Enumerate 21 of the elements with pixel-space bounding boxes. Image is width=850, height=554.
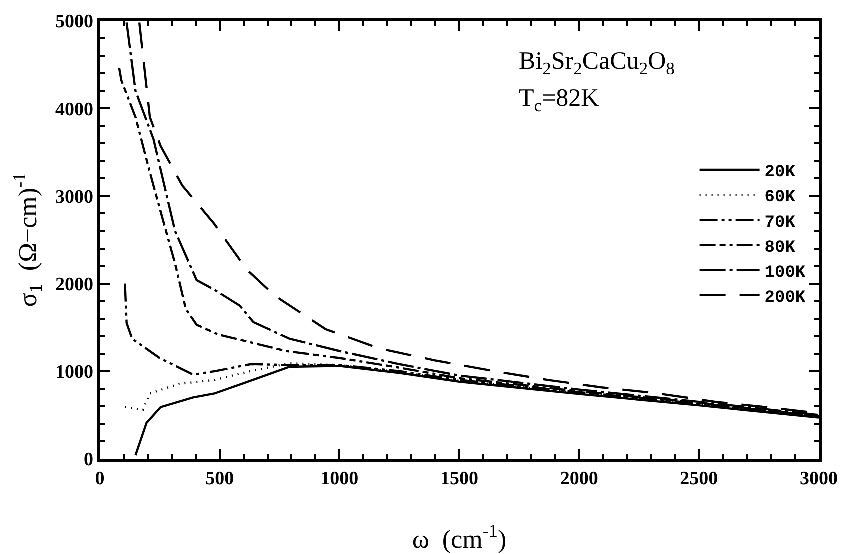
y-tick-label: 2000 (55, 274, 94, 296)
y-tick-label: 0 (84, 450, 94, 471)
legend-label: 70K (764, 214, 796, 233)
x-tick-label: 2000 (560, 468, 598, 490)
x-tick-label: 1500 (440, 468, 478, 490)
legend-label: 60K (764, 188, 796, 208)
x-tick-label: 3000 (800, 468, 838, 490)
x-tick-label: 1000 (320, 468, 359, 490)
x-tick-label: 2500 (680, 468, 718, 490)
y-tick-label: 3000 (55, 186, 94, 208)
legend-label: 80K (764, 238, 796, 258)
legend-label: 20K (764, 164, 796, 183)
annotation: Bi$_{2}$Sr$_{2}$CaCu$_{2}$O$_{8}$ (519, 48, 676, 78)
y-tick-label: 1000 (55, 362, 94, 384)
x-axis-title: ω (cm$^{-1}$) (412, 521, 507, 554)
legend-label: 200K (764, 289, 806, 308)
legend-label: 100K (764, 264, 806, 283)
y-tick-label: 5000 (55, 12, 94, 33)
annotation: T$_{c}$=82K (519, 85, 600, 116)
x-tick-label: 500 (206, 468, 234, 490)
y-tick-label: 4000 (55, 99, 94, 120)
